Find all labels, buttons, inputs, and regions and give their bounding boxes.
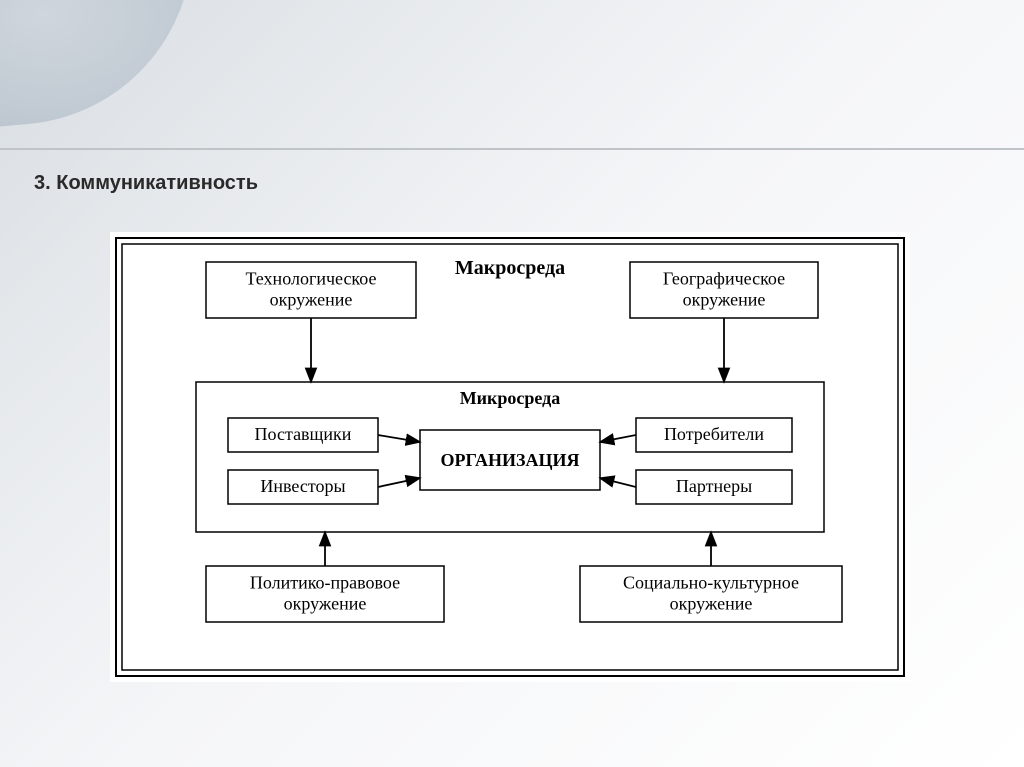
svg-text:окружение: окружение (284, 593, 367, 613)
svg-text:окружение: окружение (270, 289, 353, 309)
svg-text:Географическое: Географическое (663, 269, 785, 289)
svg-text:Микросреда: Микросреда (460, 388, 561, 408)
svg-text:окружение: окружение (670, 593, 753, 613)
svg-text:Инвесторы: Инвесторы (260, 476, 345, 496)
svg-text:ОРГАНИЗАЦИЯ: ОРГАНИЗАЦИЯ (441, 450, 580, 470)
svg-text:Социально-культурное: Социально-культурное (623, 573, 799, 593)
slide-title: 3. Коммуникативность (34, 172, 258, 195)
svg-text:Политико-правовое: Политико-правовое (250, 573, 400, 593)
svg-text:окружение: окружение (683, 289, 766, 309)
svg-text:Поставщики: Поставщики (255, 424, 352, 444)
svg-text:Партнеры: Партнеры (676, 476, 752, 496)
environment-diagram: Макросреда Микросреда ОРГАНИЗАЦИЯ Технологи… (110, 232, 910, 682)
decorative-corner (0, 0, 207, 131)
header-divider (0, 148, 1024, 150)
svg-text:Технологическое: Технологическое (246, 269, 377, 289)
diagram-container: Макросреда Микросреда ОРГАНИЗАЦИЯ Технологи… (110, 232, 910, 682)
svg-text:Потребители: Потребители (664, 424, 764, 444)
svg-text:Макросреда: Макросреда (455, 257, 565, 279)
